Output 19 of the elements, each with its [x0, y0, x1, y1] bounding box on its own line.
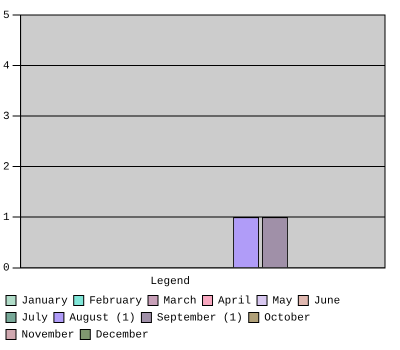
y-tick-label: 2	[2, 162, 10, 174]
legend-label: December	[96, 329, 149, 342]
legend-label: January	[22, 295, 68, 308]
legend-title: Legend	[150, 276, 190, 288]
legend-label: March	[164, 295, 197, 308]
y-tick-label: 3	[2, 111, 10, 124]
legend-label: February	[89, 295, 142, 308]
legend-label: April	[218, 295, 252, 308]
legend-label: June	[314, 295, 340, 308]
legend-label: August (1)	[69, 312, 136, 324]
y-tick-label: 5	[2, 10, 10, 22]
y-tick-label: 1	[2, 212, 10, 224]
legend-label: September (1)	[156, 312, 243, 324]
legend-label: November	[22, 329, 74, 342]
legend-label: May	[272, 295, 293, 308]
legend-label: July	[22, 312, 48, 324]
y-tick-label: 4	[2, 60, 10, 72]
y-tick-label: 0	[2, 262, 10, 275]
legend-label: October	[264, 312, 310, 324]
